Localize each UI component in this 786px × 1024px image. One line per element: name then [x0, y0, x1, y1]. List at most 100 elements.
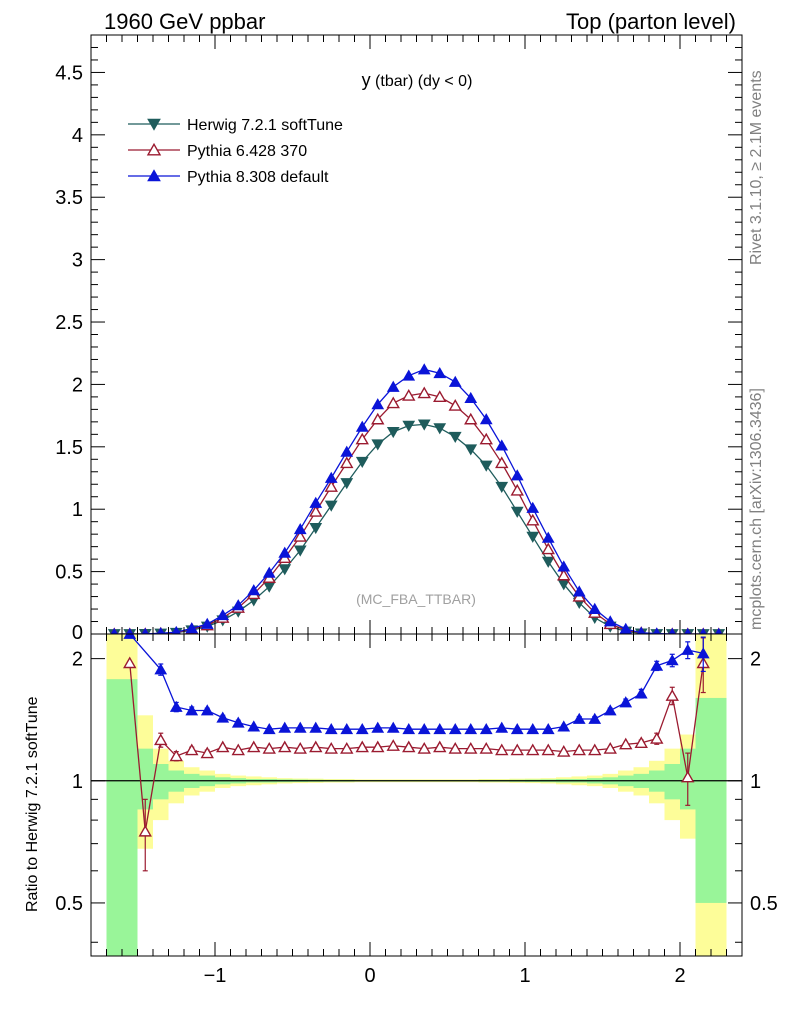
- ratio-y-axis-label: Ratio to Herwig 7.2.1 softTune: [24, 696, 41, 912]
- ratio-point: [510, 743, 524, 756]
- ratio-x-tick-label: 1: [519, 965, 530, 987]
- main-y-ticks: 0.5 1 1.5 2 2.5 3 3.5 4 4.5 0: [55, 34, 742, 644]
- main-point: [200, 617, 214, 629]
- main-point: [324, 480, 338, 492]
- main-y-tick-label: 4.5: [55, 62, 83, 84]
- main-point: [557, 560, 571, 572]
- ratio-band-inner: [664, 763, 680, 800]
- ratio-point: [386, 721, 400, 733]
- ratio-point: [123, 634, 137, 639]
- main-point: [510, 506, 524, 518]
- ratio-point: [417, 722, 431, 735]
- ratio-point: [123, 656, 137, 669]
- main-point: [495, 439, 509, 451]
- ratio-y-tick-label-right: 2: [750, 649, 761, 671]
- ratio-point: [309, 721, 323, 733]
- ratio-point: [402, 740, 416, 753]
- ratio-band-inner: [122, 679, 138, 956]
- main-point: [433, 423, 447, 435]
- main-point: [526, 513, 540, 526]
- main-point: [171, 625, 181, 634]
- ratio-series-line-2: [129, 634, 704, 730]
- ratio-x-ticks: −1 0 1 2: [90, 634, 743, 987]
- ratio-point: [278, 721, 292, 733]
- ratio-point: [371, 740, 385, 753]
- ratio-point: [588, 743, 602, 756]
- ratio-point: [541, 743, 555, 756]
- main-point: [510, 469, 524, 481]
- main-point: [355, 432, 369, 445]
- main-x-ticks: [90, 35, 743, 634]
- main-point: [526, 501, 540, 513]
- main-point: [572, 585, 586, 597]
- main-point: [386, 426, 400, 439]
- ratio-point: [572, 743, 586, 756]
- main-point: [278, 546, 292, 558]
- ratio-point: [495, 721, 509, 733]
- main-point: [541, 556, 555, 568]
- ratio-point: [696, 647, 710, 659]
- main-point: [324, 471, 338, 483]
- main-point: [340, 478, 354, 490]
- ratio-point: [247, 740, 261, 753]
- main-point: [340, 456, 354, 469]
- ratio-y-tick-label: 1: [72, 771, 83, 793]
- ratio-point: [154, 733, 168, 746]
- main-point: [216, 609, 230, 621]
- ratio-point: [355, 722, 369, 735]
- main-point: [340, 445, 354, 457]
- main-point: [309, 523, 323, 535]
- main-point: [324, 500, 338, 512]
- legend: Herwig 7.2.1 softTune Pythia 6.428 370 Pyt…: [128, 117, 343, 186]
- ratio-point: [572, 712, 586, 724]
- main-series-line-3: [114, 368, 719, 634]
- ratio-x-tick-label: 2: [674, 965, 685, 987]
- ratio-y-tick-label-right: 1: [750, 771, 761, 793]
- ratio-point: [293, 742, 307, 754]
- ratio-point: [386, 739, 400, 751]
- ratio-x-tick-label: −1: [204, 965, 227, 987]
- ratio-point: [541, 722, 555, 735]
- main-point: [541, 531, 555, 543]
- rivet-version-label: Rivet 3.1.10, ≥ 2.1M events: [748, 70, 765, 265]
- ratio-point: [278, 740, 292, 753]
- main-point: [417, 363, 431, 375]
- main-point: [464, 444, 478, 456]
- main-point: [636, 626, 646, 634]
- ratio-point: [634, 736, 648, 748]
- ratio-y-tick-label-right: 0.5: [750, 893, 778, 915]
- legend-label: Pythia 8.308 default: [187, 169, 329, 186]
- main-point: [185, 622, 199, 634]
- main-point: [541, 542, 555, 555]
- main-series-3: [110, 363, 723, 634]
- main-point: [557, 568, 571, 581]
- ratio-point: [185, 704, 199, 716]
- ratio-point: [557, 744, 571, 757]
- ratio-band-inner: [711, 697, 727, 903]
- main-point: [588, 602, 602, 614]
- ratio-point: [479, 742, 493, 754]
- ratio-point: [231, 716, 245, 728]
- main-point: [309, 496, 323, 508]
- ratio-y-tick-label: 0.5: [55, 893, 83, 915]
- main-point: [293, 530, 307, 542]
- ratio-point: [324, 722, 338, 735]
- legend-item-1: Herwig 7.2.1 softTune: [128, 117, 343, 134]
- ratio-point: [417, 742, 431, 754]
- ratio-point: [650, 659, 664, 671]
- legend-marker: [147, 118, 161, 131]
- main-point: [495, 481, 509, 493]
- main-point: [433, 366, 447, 379]
- ratio-band-inner: [695, 697, 711, 903]
- plot-title: y (tbar) (dy < 0): [362, 70, 473, 90]
- ratio-point: [464, 742, 478, 754]
- ratio-point: [448, 722, 462, 735]
- main-point: [402, 389, 416, 401]
- ratio-point: [293, 721, 307, 733]
- ratio-point: [371, 721, 385, 733]
- ratio-point: [402, 722, 416, 735]
- main-point: [619, 622, 633, 634]
- ratio-point: [448, 742, 462, 754]
- ratio-point: [262, 722, 276, 735]
- ratio-point: [588, 712, 602, 724]
